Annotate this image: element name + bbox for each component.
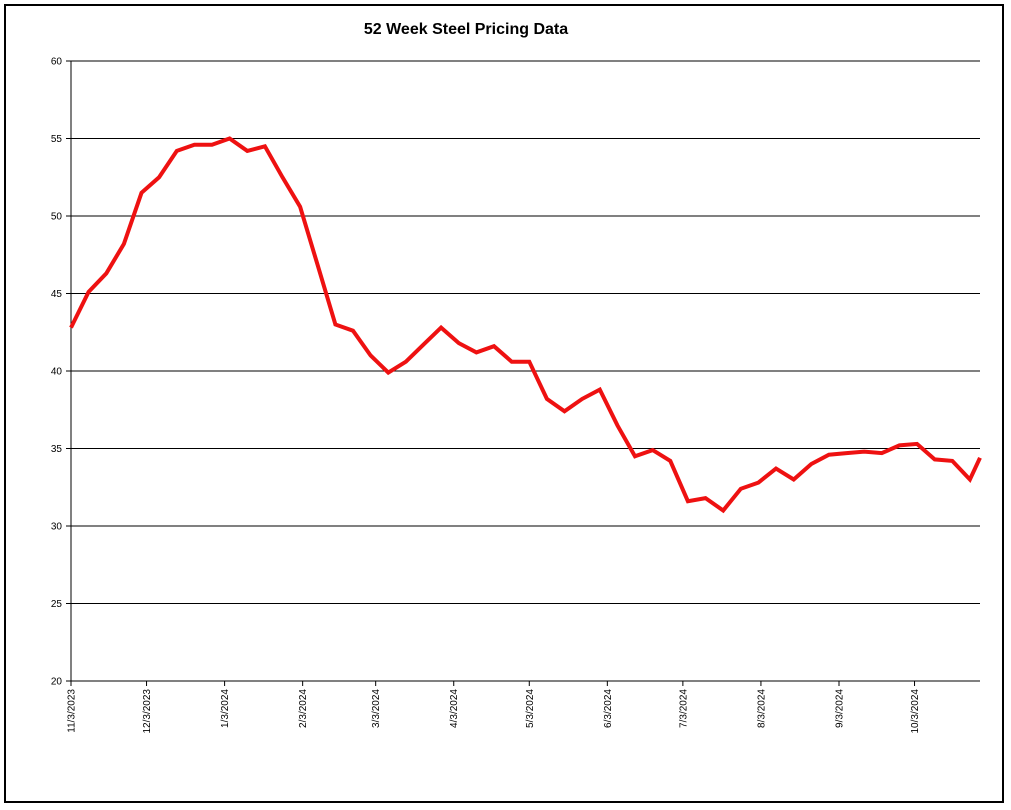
y-tick-label: 40 — [51, 367, 63, 378]
y-tick-label: 45 — [51, 289, 63, 300]
chart-title: 52 Week Steel Pricing Data — [363, 21, 569, 38]
x-tick-label: 2/3/2024 — [298, 689, 309, 728]
y-tick-label: 60 — [51, 57, 63, 68]
x-tick-label: 5/3/2024 — [525, 689, 536, 728]
chart-frame: 52 Week Steel Pricing Data 20 25 30 35 40 45 5… — [4, 4, 1004, 803]
x-tick-label: 11/3/2023 — [67, 689, 78, 733]
x-tick-label: 9/3/2024 — [834, 689, 845, 728]
x-tick-label: 12/3/2023 — [142, 689, 153, 734]
series-line — [69, 136, 982, 514]
y-tick-label: 20 — [51, 677, 63, 688]
y-tick-label: 25 — [51, 599, 63, 610]
x-tick-label: 6/3/2024 — [603, 689, 614, 728]
y-tick-label: 55 — [51, 134, 63, 145]
x-tick-label: 1/3/2024 — [220, 689, 231, 728]
x-tick-label: 3/3/2024 — [371, 689, 382, 728]
y-tick-label: 50 — [51, 212, 63, 223]
x-tick-label: 8/3/2024 — [756, 689, 767, 728]
line-chart: 20 25 30 35 40 45 50 55 60 11/3/2023 12/3/2023 1/3/… — [51, 57, 982, 734]
x-tick-label: 7/3/2024 — [678, 689, 689, 728]
y-tick-label: 30 — [51, 522, 63, 533]
y-tick-label: 35 — [51, 444, 63, 455]
x-tick-label: 10/3/2024 — [910, 689, 921, 734]
x-tick-label: 4/3/2024 — [449, 689, 460, 728]
